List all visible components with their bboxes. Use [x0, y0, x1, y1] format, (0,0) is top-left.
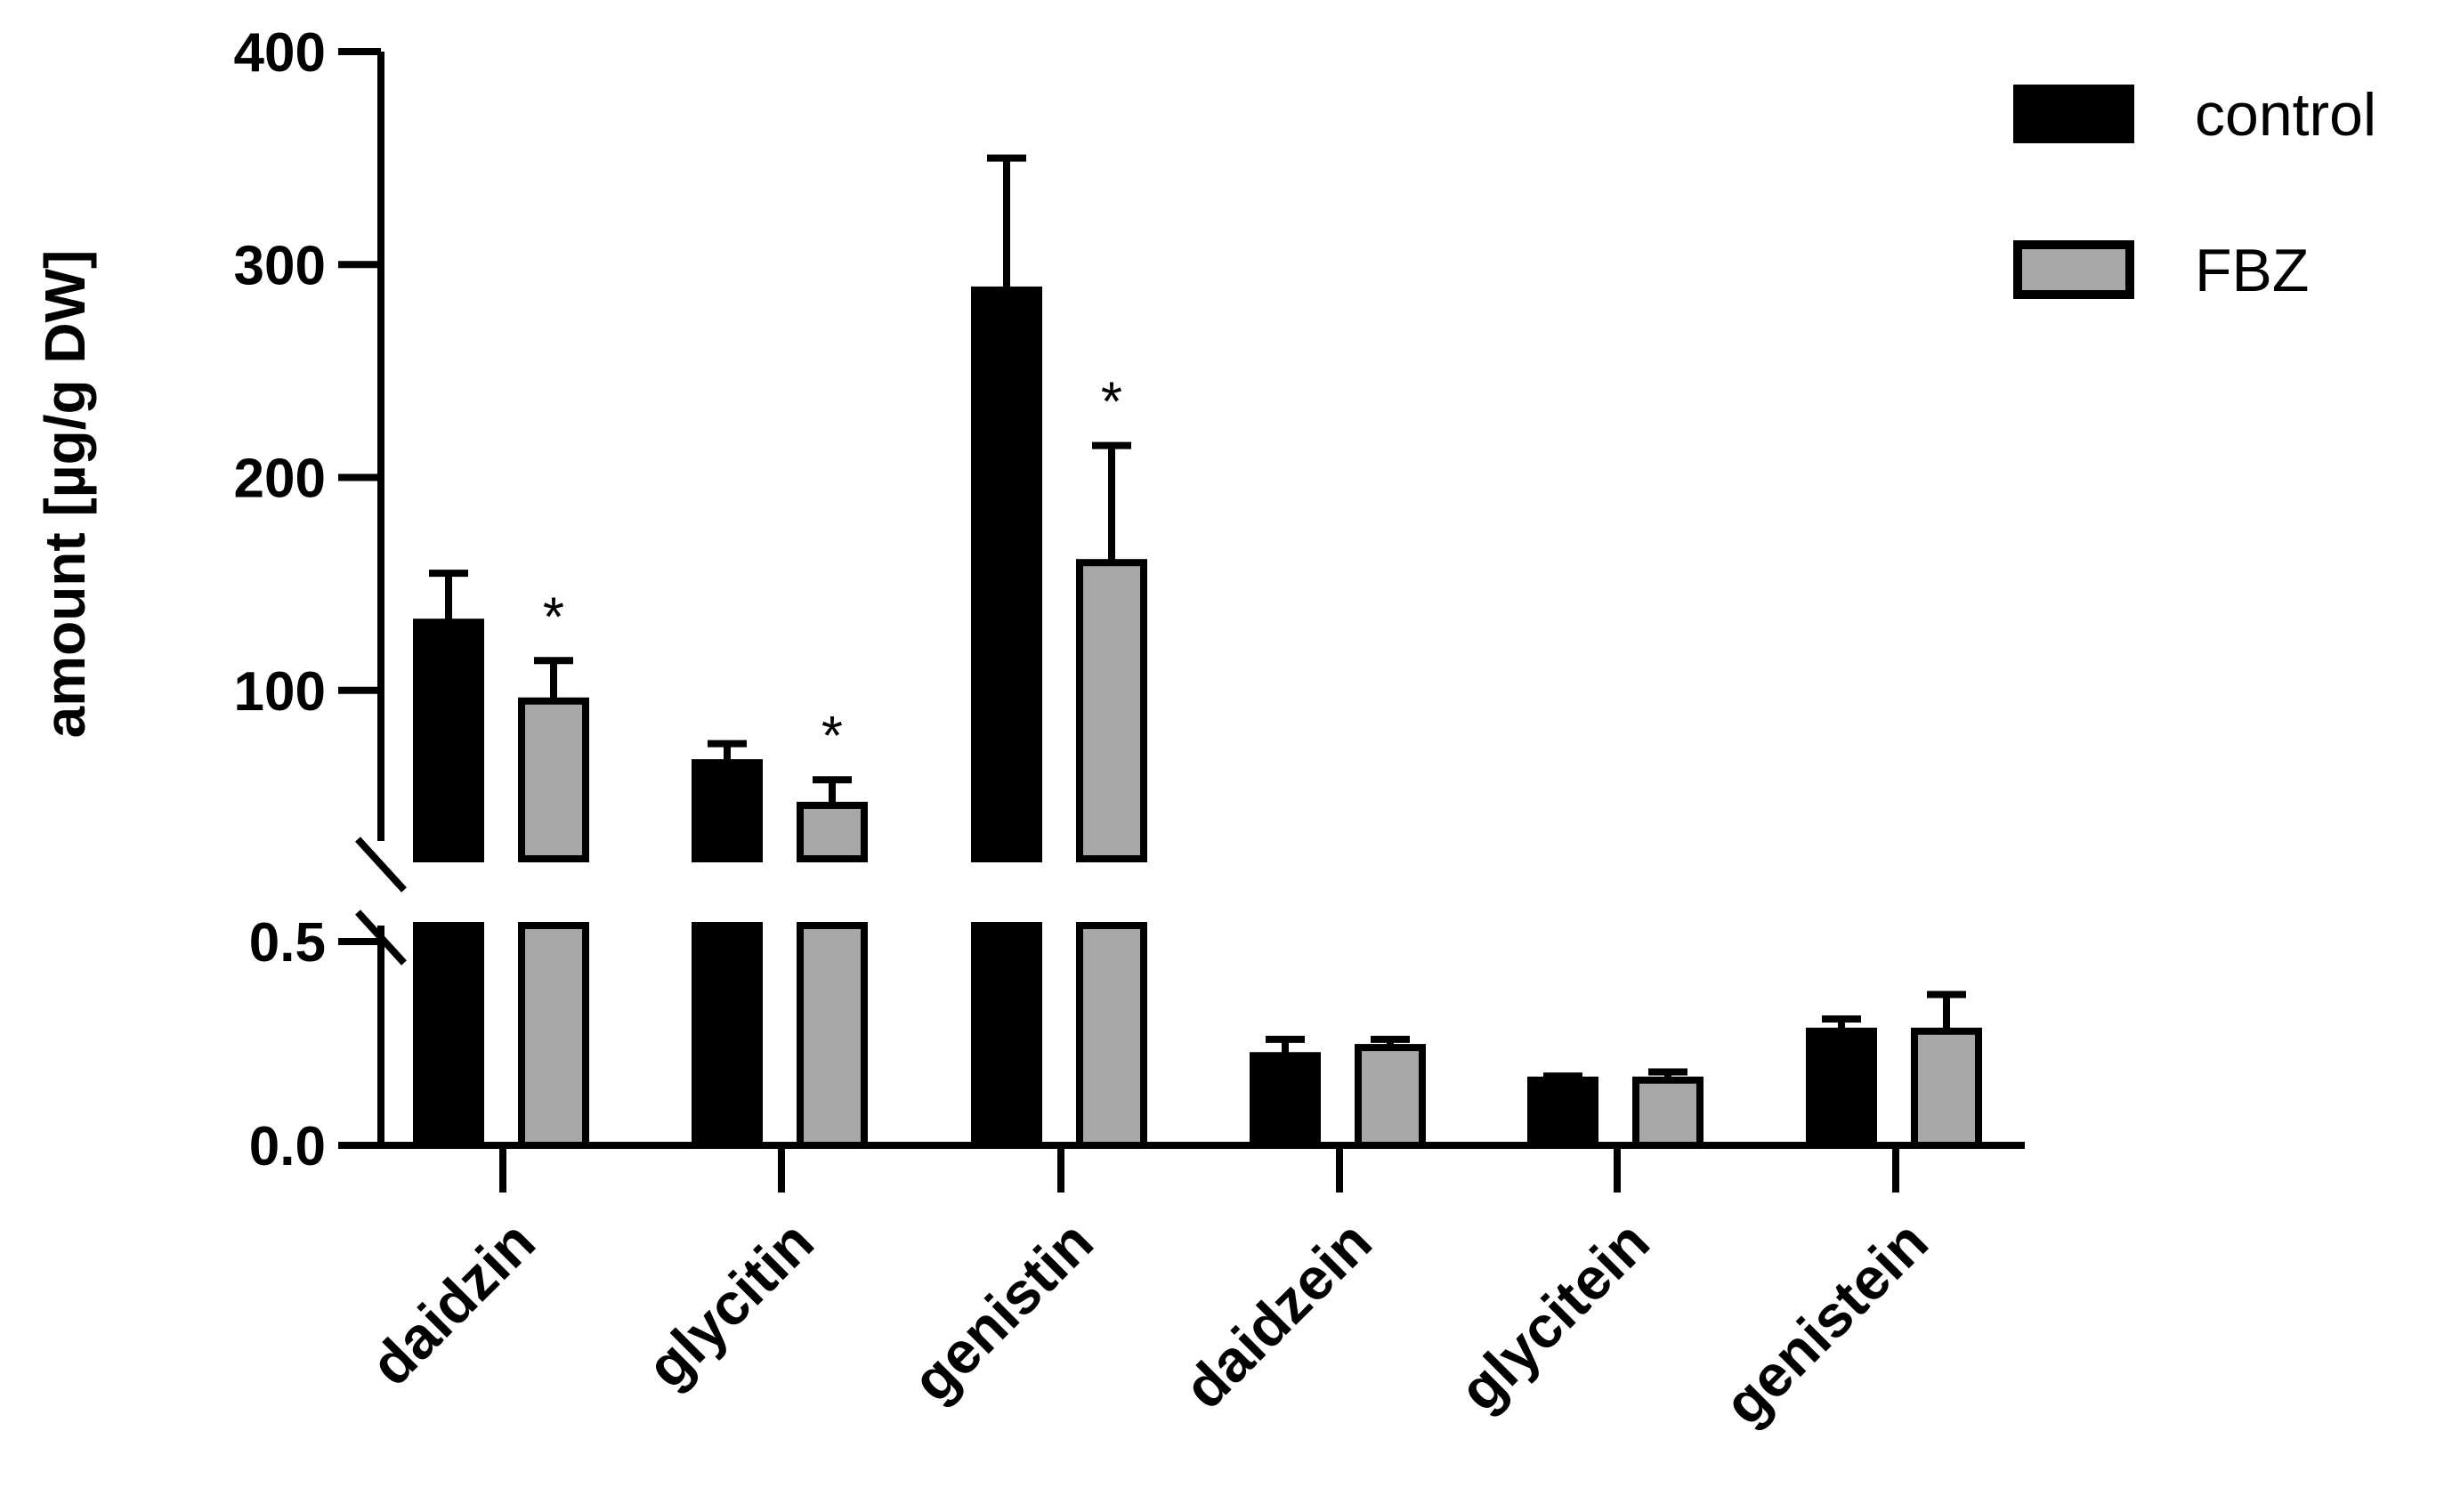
x-tick-label: daidzin	[358, 1209, 547, 1398]
bar-segment-lower	[413, 922, 484, 1149]
significance-marks: * * *	[543, 372, 1122, 768]
bar-rect	[1911, 1027, 1982, 1150]
bar-segment-lower	[692, 922, 763, 1149]
x-ticks: daidzin glycitin genistin daidzein glycitein…	[358, 1145, 1940, 1437]
y-tick-label: 100	[234, 661, 326, 723]
bar-fbz-daidzin	[518, 657, 589, 1149]
significance-star: *	[821, 706, 843, 767]
bar-fbz-genistein	[1911, 990, 1982, 1150]
y-tick-label: 400	[234, 22, 326, 84]
legend: control FBZ	[2013, 81, 2376, 304]
bar-segment-upper	[692, 759, 763, 862]
bar-control-glycitein	[1527, 1072, 1598, 1149]
bar-rect	[1806, 1027, 1877, 1150]
y-tick-label: 0.5	[249, 912, 326, 974]
bar-rect	[1355, 1044, 1426, 1149]
axes	[355, 52, 2025, 1149]
bar-control-genistin	[971, 154, 1042, 1149]
bar-segment-upper	[971, 286, 1042, 862]
bar-fbz-daidzein	[1355, 1035, 1426, 1149]
legend-label: FBZ	[2195, 237, 2309, 304]
x-tick-label: glycitin	[634, 1209, 826, 1401]
bar-segment-lower	[518, 922, 589, 1149]
bar-segment-upper	[518, 697, 589, 863]
bar-control-daidzein	[1250, 1035, 1321, 1149]
bar-control-daidzin	[413, 570, 484, 1149]
bar-segment-lower	[797, 922, 868, 1149]
axis-break-mark-lower	[355, 910, 407, 966]
bar-fbz-glycitein	[1632, 1068, 1704, 1149]
bar-fbz-genistin	[1076, 441, 1147, 1149]
legend-item-control: control	[2013, 81, 2376, 149]
significance-star: *	[1101, 372, 1122, 433]
y-axis-title: amount [µg/g DW]	[33, 250, 97, 739]
bar-fbz-glycitin	[797, 776, 868, 1149]
bar-rect	[1527, 1076, 1598, 1149]
bar-segment-upper	[1076, 559, 1147, 862]
bar-control-genistein	[1806, 1015, 1877, 1150]
x-tick-label: glycitein	[1446, 1209, 1662, 1424]
y-ticks-lower: 0.0 0.5	[249, 912, 381, 1177]
y-tick-label: 200	[234, 449, 326, 510]
significance-star: *	[543, 586, 564, 648]
legend-label: control	[2195, 81, 2376, 149]
legend-swatch	[2013, 85, 2134, 143]
y-tick-label: 300	[234, 235, 326, 296]
y-ticks-upper: 100 200 300 400	[234, 22, 381, 723]
bar-rect	[1250, 1052, 1321, 1149]
x-tick-label: genistein	[1712, 1209, 1940, 1437]
axis-break-mark-upper	[355, 837, 407, 893]
y-tick-label: 0.0	[249, 1116, 326, 1177]
x-tick-label: daidzein	[1171, 1209, 1384, 1421]
bar-segment-lower	[1076, 922, 1147, 1149]
bar-segment-upper	[797, 801, 868, 863]
x-tick-label: genistin	[900, 1209, 1105, 1414]
bars	[413, 154, 1982, 1150]
bar-segment-upper	[413, 619, 484, 862]
bar-control-glycitin	[692, 740, 763, 1149]
legend-swatch	[2013, 240, 2134, 299]
legend-item-fbz: FBZ	[2013, 237, 2309, 304]
bar-rect	[1632, 1076, 1704, 1149]
bar-segment-lower	[971, 922, 1042, 1149]
